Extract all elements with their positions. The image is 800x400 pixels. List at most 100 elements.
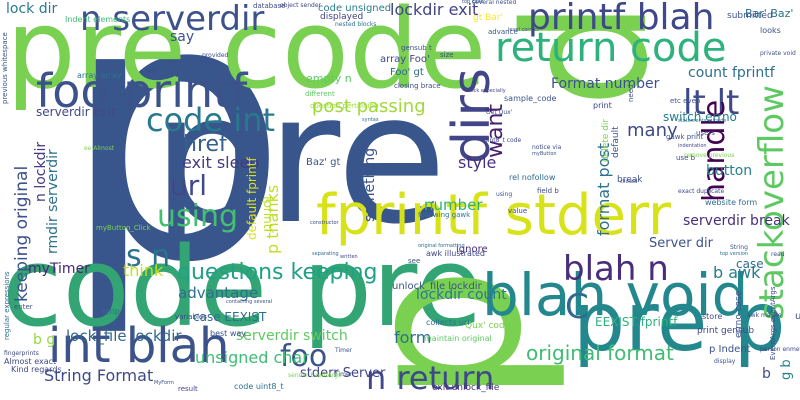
word-gensub-t: gensub t bbox=[401, 44, 432, 52]
word-need: need bbox=[627, 84, 635, 103]
word-mybutton-click: myButton_Click bbox=[96, 224, 151, 232]
word-strip: strip bbox=[102, 307, 120, 316]
word-timer-2: Timer bbox=[335, 371, 353, 378]
word-store: store bbox=[702, 312, 723, 321]
word-pre-code: pre code bbox=[6, 0, 487, 113]
word-different: different bbox=[305, 90, 335, 98]
word-unlock-file-lockdir: unlock_file lockdir bbox=[392, 281, 482, 292]
word-foo: foo bbox=[280, 339, 328, 374]
word-kind-regards: Kind regards bbox=[11, 365, 62, 374]
word-advantage: advantage bbox=[178, 284, 259, 302]
word-mybutton: myButton bbox=[532, 151, 557, 157]
word-using: using bbox=[157, 199, 239, 234]
word-myform: MyForm bbox=[154, 380, 174, 386]
word-s-n: s n bbox=[126, 239, 171, 274]
word-ignore: ignore bbox=[456, 244, 488, 255]
word-maintain-original: maintain original bbox=[424, 334, 492, 343]
word-construct: construct bbox=[146, 52, 175, 59]
word-stackoverflow: stackoverflow bbox=[752, 85, 792, 320]
word-many: many bbox=[627, 120, 678, 141]
word-keeping-original: keeping original bbox=[12, 165, 32, 302]
word-code-int: code int bbox=[146, 101, 276, 139]
word-block-especially: block especially bbox=[466, 88, 506, 94]
word-etc-even: etc even bbox=[670, 97, 701, 105]
word-constructor: constructor bbox=[310, 220, 339, 226]
word-indent-elements: Indent elements bbox=[65, 15, 131, 24]
word-exit-unlock-file: exit unlock_file bbox=[432, 383, 500, 393]
word-awk-maybe: awk maybe bbox=[747, 312, 782, 319]
word-int-blah: int blah bbox=[48, 318, 230, 374]
word-level-correct: level correct bbox=[508, 27, 539, 33]
word-form: form bbox=[394, 328, 432, 347]
word-top-version: top version bbox=[720, 251, 749, 257]
word-method: method bbox=[790, 346, 800, 353]
word-return-code: return code bbox=[495, 25, 727, 71]
word-b-awk: b awk bbox=[713, 263, 761, 282]
word-mytimer: myTimer bbox=[28, 261, 90, 277]
word-rel-nofollow: rel nofollow bbox=[509, 173, 556, 182]
word-C: C bbox=[565, 287, 589, 327]
word-using-2: using bbox=[496, 191, 513, 198]
word-database: database bbox=[253, 2, 286, 10]
word-n-return: n return bbox=[366, 359, 495, 397]
word-awk-illustrated: awk illustrated bbox=[426, 249, 485, 258]
word-several-nested: several nested bbox=[472, 0, 517, 6]
word-fingerprints: fingerprints bbox=[4, 350, 39, 357]
word-empty-n: empty n bbox=[306, 72, 352, 85]
word-default-fprintf: default fprintf bbox=[245, 157, 259, 240]
word-foo-printf: foo printf bbox=[36, 64, 248, 118]
word-post-passing: post passing bbox=[312, 96, 426, 117]
word-displayed: displayed bbox=[320, 12, 364, 22]
word-variables: variables bbox=[175, 313, 207, 321]
word-foo-gt: Foo' gt bbox=[390, 67, 424, 78]
word-errno-case: errno case bbox=[734, 290, 744, 338]
word-qux-code: Qux' code bbox=[465, 321, 511, 331]
word-exit-sleep: exit sleep bbox=[182, 153, 260, 172]
word-default: default bbox=[611, 126, 621, 158]
word-use-b: use b bbox=[676, 154, 696, 162]
word-print: print bbox=[593, 101, 612, 110]
word-serverdir-break: serverdir break bbox=[683, 213, 790, 229]
word-sender-eventargs: sender EventArgs bbox=[288, 372, 342, 379]
word-notice-via: notice via bbox=[532, 144, 562, 151]
word-website-form: website form bbox=[705, 198, 758, 207]
word-display: display bbox=[714, 358, 736, 365]
word-url: url bbox=[170, 169, 208, 202]
word-string-format: String Format bbox=[44, 366, 154, 385]
word-b: b bbox=[762, 366, 771, 382]
word-case: case bbox=[736, 257, 764, 271]
word-code-unsigned: code unsigned bbox=[318, 3, 392, 14]
word-top-case: top case bbox=[462, 0, 484, 5]
word-blah-void: blah void bbox=[482, 261, 749, 329]
word-original-format: original format bbox=[526, 341, 674, 365]
word-nested-blocks: nested blocks bbox=[335, 21, 377, 28]
word-something: something bbox=[362, 147, 378, 222]
word-ee-almost: ee Almost bbox=[84, 145, 115, 152]
word-value: value bbox=[508, 207, 528, 215]
word-eexist-fprintf: EEXIST fprintf bbox=[595, 315, 678, 329]
word-read: read bbox=[771, 251, 785, 258]
word-statements-outside: statements outside bbox=[678, 118, 727, 124]
word-following-gawk: following gawk bbox=[418, 211, 471, 219]
word-array-foo: array Foo' bbox=[380, 54, 430, 65]
word-style: style bbox=[458, 153, 497, 172]
word-serverdir-switch: serverdir switch bbox=[236, 328, 348, 344]
word-fprintf-stderr: fprintf stderr bbox=[316, 183, 672, 248]
word-count-fprintf: count fprintf bbox=[688, 65, 775, 81]
word-get-qux: Get Qux' bbox=[486, 109, 513, 116]
word-g-b: g b bbox=[779, 359, 794, 380]
word-print-gensub: print gensub bbox=[697, 326, 755, 336]
word-best-way: best way bbox=[210, 329, 247, 338]
word-collects-url: collects url bbox=[426, 318, 470, 327]
word-printf-blah: printf blah bbox=[528, 0, 715, 38]
word-code-uint8: code uint8_t bbox=[234, 382, 284, 391]
word-lockdir-exit: lockdir exit bbox=[390, 0, 479, 19]
word-serverdir-exit: serverdir exit bbox=[36, 105, 116, 119]
word-previous-whitespace: previous whitespace bbox=[1, 32, 9, 104]
word-submitted: submitted bbox=[727, 11, 773, 21]
word-original-formatting: original formatting bbox=[418, 243, 465, 249]
word-case-eexist: case EEXIST bbox=[193, 310, 267, 324]
word-private-void: private void bbox=[760, 50, 796, 57]
word-remove-previous: remove previous bbox=[684, 152, 735, 159]
